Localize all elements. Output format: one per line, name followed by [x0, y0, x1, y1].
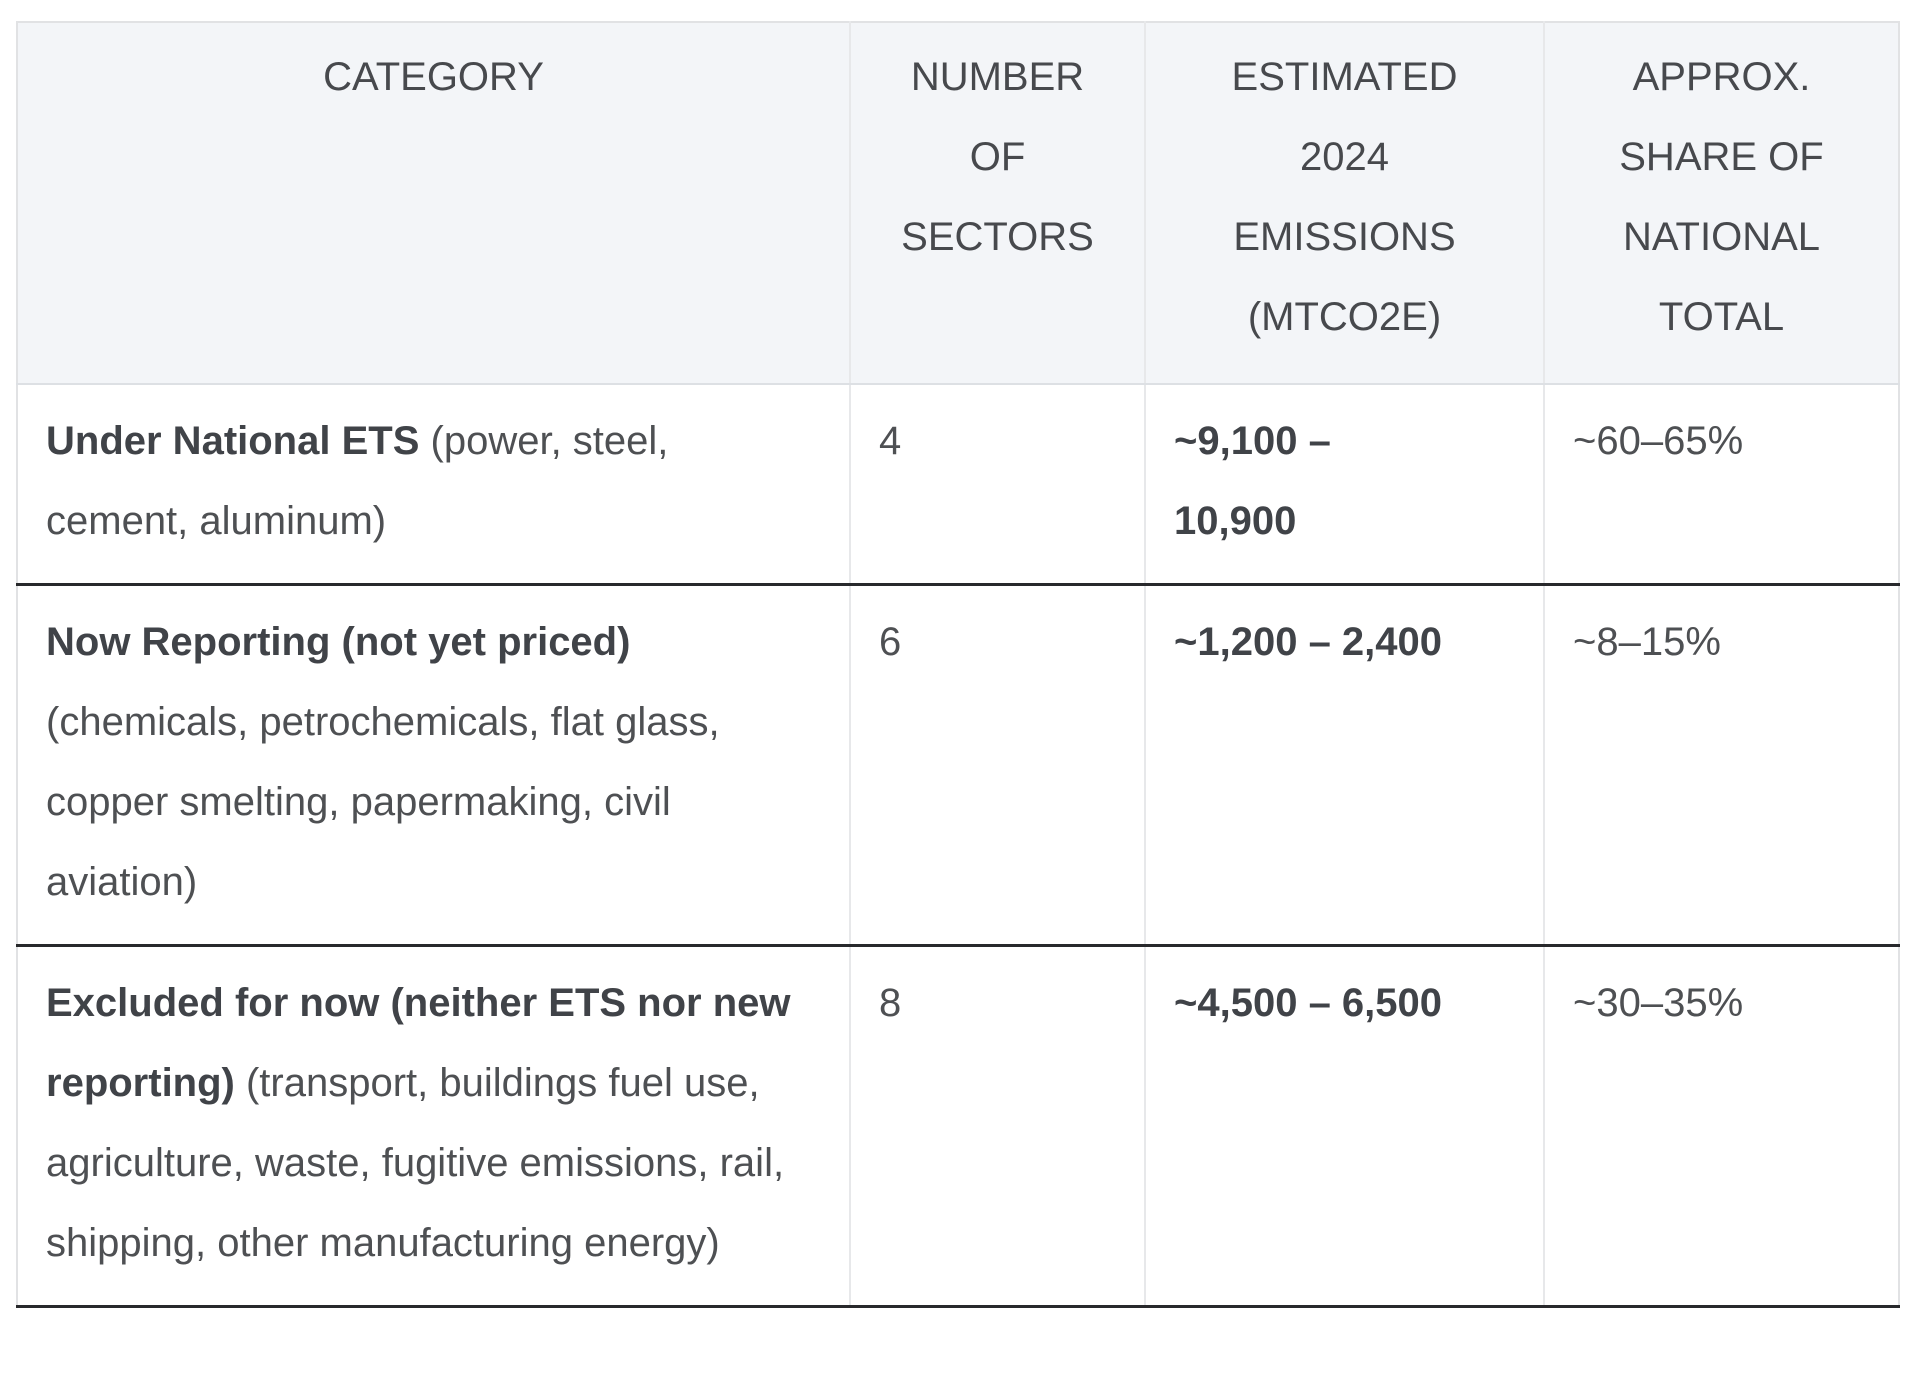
category-title: Now Reporting (not yet priced) — [46, 620, 631, 664]
table-row-excluded-for-now: Excluded for now (neither ETS nor new re… — [17, 945, 1899, 1308]
sectors-count-cell: 6 — [849, 584, 1145, 947]
share-value-cell: ~8–15% — [1543, 584, 1899, 947]
share-value-cell: ~60–65% — [1543, 384, 1899, 586]
category-detail: (transport, buildings fuel use, agricult… — [46, 1061, 785, 1265]
category-detail: (power, steel, cement, aluminum) — [46, 419, 669, 543]
emissions-table: CATEGORY NUMBER OF SECTORS ESTIMATED 202… — [16, 21, 1900, 1308]
header-row: CATEGORY NUMBER OF SECTORS ESTIMATED 202… — [17, 22, 1899, 385]
category-title: Excluded for now (neither ETS nor new re… — [46, 981, 791, 1105]
column-header-number-of-sectors: NUMBER OF SECTORS — [849, 22, 1145, 385]
sectors-count-cell: 4 — [849, 384, 1145, 586]
emissions-value-cell: ~1,200 – 2,400 — [1144, 584, 1544, 947]
sectors-count-cell: 8 — [849, 945, 1145, 1308]
table-container: CATEGORY NUMBER OF SECTORS ESTIMATED 202… — [16, 21, 1900, 1308]
column-header-share-of-national-total: APPROX. SHARE OF NATIONAL TOTAL — [1543, 22, 1899, 385]
column-header-estimated-emissions: ESTIMATED 2024 EMISSIONS (MTCO2E) — [1144, 22, 1544, 385]
category-title: Under National ETS — [46, 419, 420, 463]
category-cell: Now Reporting (not yet priced) (chemical… — [17, 584, 850, 947]
category-detail: (chemicals, petrochemicals, flat glass, … — [46, 700, 720, 904]
emissions-value-cell: ~4,500 – 6,500 — [1144, 945, 1544, 1308]
category-cell: Excluded for now (neither ETS nor new re… — [17, 945, 850, 1308]
emissions-value-cell: ~9,100 – 10,900 — [1144, 384, 1544, 586]
share-value-cell: ~30–35% — [1543, 945, 1899, 1308]
column-header-category: CATEGORY — [17, 22, 850, 385]
table-row-now-reporting: Now Reporting (not yet priced) (chemical… — [17, 584, 1899, 947]
category-cell: Under National ETS (power, steel, cement… — [17, 384, 850, 586]
table-row-under-national-ets: Under National ETS (power, steel, cement… — [17, 384, 1899, 586]
